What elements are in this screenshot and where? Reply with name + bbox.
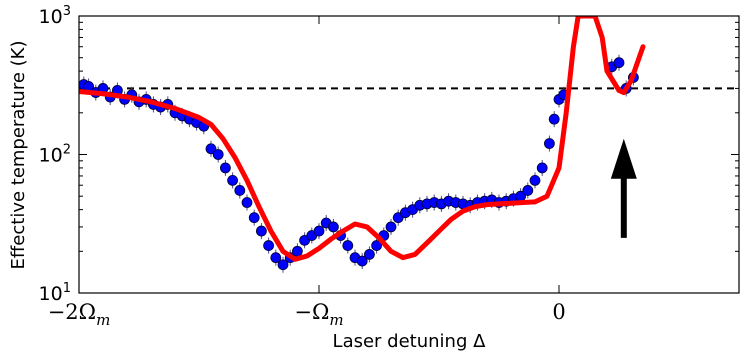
- x-tick-label: 0: [552, 300, 565, 324]
- data-point: [613, 57, 625, 69]
- data-point: [219, 162, 231, 174]
- data-point: [248, 212, 260, 224]
- x-axis: −2Ωm −Ωm 0: [48, 16, 566, 329]
- data-point: [205, 143, 217, 155]
- x-tick-label: −Ωm: [294, 300, 343, 329]
- x-axis-title: Laser detuning Δ: [333, 331, 487, 352]
- data-point: [313, 225, 325, 237]
- data-point: [385, 221, 397, 233]
- arrow-annotation: [610, 138, 637, 238]
- y-axis: 101 102 103: [39, 4, 739, 305]
- arrow-head: [610, 138, 637, 179]
- data-point: [291, 245, 303, 257]
- data-point: [263, 240, 275, 251]
- data-points: [79, 54, 639, 273]
- y-axis-title: Effective temperature (K): [8, 41, 29, 270]
- y-tick-label: 103: [39, 4, 71, 28]
- data-point: [536, 162, 548, 174]
- y-tick-label: 102: [39, 143, 71, 167]
- data-point: [363, 248, 375, 260]
- data-point: [342, 240, 354, 251]
- data-point: [255, 225, 267, 237]
- data-point: [212, 149, 224, 160]
- data-point: [234, 185, 246, 196]
- data-point: [327, 221, 339, 233]
- data-point: [371, 240, 383, 251]
- data-point: [227, 175, 239, 186]
- data-point: [241, 197, 253, 208]
- data-point: [356, 255, 368, 267]
- data-point: [270, 252, 282, 264]
- data-point: [548, 113, 560, 125]
- x-tick-label: −2Ωm: [48, 300, 111, 329]
- plot-frame: [78, 15, 740, 294]
- data-point: [544, 138, 555, 149]
- data-point: [522, 185, 534, 196]
- data-point: [277, 259, 289, 271]
- y-tick-label: 101: [39, 281, 71, 305]
- fit-curve: [79, 16, 646, 262]
- data-point: [529, 175, 541, 186]
